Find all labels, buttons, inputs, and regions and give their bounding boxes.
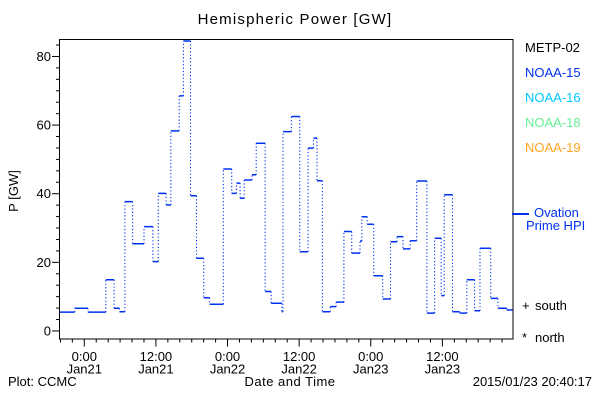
plus-marker-icon: + <box>522 298 530 313</box>
y-tick-label: 60 <box>37 118 51 133</box>
axis-ticks <box>52 44 503 347</box>
x-tick-time-label: 0:00 <box>72 349 97 364</box>
legend-item-noaa-18: NOAA-18 <box>525 115 581 130</box>
x-tick-time-label: 12:00 <box>140 349 173 364</box>
x-tick-date-label: Jan21 <box>67 362 102 377</box>
y-tick-label: 80 <box>37 49 51 64</box>
x-tick-date-label: Jan22 <box>281 362 316 377</box>
y-tick-label: 0 <box>44 323 51 338</box>
asterisk-marker-icon: * <box>522 330 528 345</box>
legend-item-noaa-16: NOAA-16 <box>525 90 581 105</box>
south-marker-key: + south <box>522 298 567 313</box>
hpi-step-line-levels <box>59 40 513 314</box>
x-tick-time-label: 12:00 <box>283 349 316 364</box>
x-tick-date-label: Jan23 <box>425 362 460 377</box>
hpi-step-line <box>59 40 513 314</box>
line-sample-icon <box>512 212 529 215</box>
north-marker-key: * north <box>522 330 565 345</box>
x-tick-time-label: 12:00 <box>426 349 459 364</box>
y-tick-label: 40 <box>37 186 51 201</box>
north-label: north <box>535 330 565 345</box>
ovation-prime-legend: Ovation Prime HPI <box>512 206 585 232</box>
plot-timestamp: 2015/01/23 20:40:17 <box>472 374 592 389</box>
x-axis-label: Date and Time <box>244 374 336 389</box>
axis-tick-labels: 0:00Jan2112:00Jan210:00Jan2212:00Jan220:… <box>37 49 461 377</box>
y-tick-label: 20 <box>37 255 51 270</box>
ovation-label-line2: Prime HPI <box>526 218 586 233</box>
x-tick-time-label: 0:00 <box>215 349 240 364</box>
x-tick-time-label: 0:00 <box>358 349 383 364</box>
plot-credit: Plot: CCMC <box>8 374 77 389</box>
south-label: south <box>535 298 567 313</box>
legend-item-noaa-15: NOAA-15 <box>525 65 581 80</box>
legend-item-metp-02: METP-02 <box>525 40 580 55</box>
axis-box <box>59 39 514 340</box>
ovation-label-line1: Ovation <box>534 205 579 220</box>
x-tick-date-label: Jan22 <box>210 362 245 377</box>
x-tick-date-label: Jan21 <box>138 362 173 377</box>
chart-title: Hemispheric Power [GW] <box>197 11 393 28</box>
legend-item-noaa-19: NOAA-19 <box>525 140 581 155</box>
x-tick-date-label: Jan23 <box>353 362 388 377</box>
hpi-step-line-risers <box>74 41 508 314</box>
